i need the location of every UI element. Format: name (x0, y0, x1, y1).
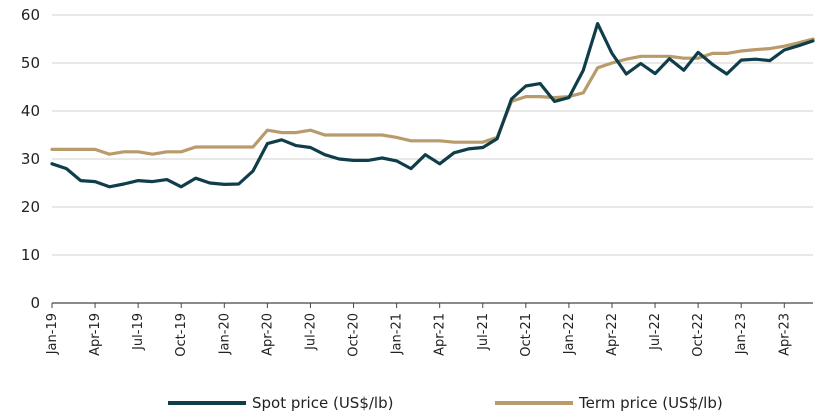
x-tick-label: Apr-21 (433, 313, 448, 356)
x-tick-label: Oct-21 (519, 313, 534, 357)
legend-label: Spot price (US$/lb) (252, 394, 393, 412)
y-tick-label: 10 (21, 246, 40, 264)
x-tick-label: Oct-22 (691, 313, 706, 357)
x-tick-label: Apr-19 (88, 313, 103, 356)
x-tick-label: Jan-19 (45, 313, 60, 355)
x-tick-label: Apr-23 (777, 313, 792, 356)
x-tick-label: Apr-22 (605, 313, 620, 356)
y-tick-label: 20 (21, 198, 40, 216)
x-tick-label: Jan-22 (562, 313, 577, 355)
x-tick-label: Oct-20 (347, 313, 362, 357)
series-line-spot (50, 22, 815, 189)
x-tick-label: Jul-20 (303, 313, 318, 351)
y-axis-ticks: 0 10 20 30 40 50 60 (21, 6, 40, 312)
x-tick-label: Jul-21 (476, 313, 491, 351)
x-axis-ticks: Jan-19 Apr-19 Jul-19 Oct-19 Jan-20 Apr-20 Jul-… (45, 303, 792, 357)
x-tick-label: Jan-23 (734, 313, 749, 355)
x-tick-label: Apr-20 (260, 313, 275, 356)
y-tick-label: 0 (30, 294, 40, 312)
y-tick-label: 30 (21, 150, 40, 168)
y-tick-label: 50 (21, 54, 40, 72)
x-tick-label: Jan-20 (217, 313, 232, 355)
legend-label: Term price (US$/lb) (578, 394, 723, 412)
x-tick-label: Jul-22 (648, 313, 663, 351)
x-tick-label: Oct-19 (174, 313, 189, 357)
legend: Spot price (US$/lb) Term price (US$/lb) (168, 394, 723, 412)
series-line-term (50, 37, 815, 156)
x-tick-label: Jan-21 (390, 313, 405, 355)
x-tick-label: Jul-19 (131, 313, 146, 351)
y-tick-label: 40 (21, 102, 40, 120)
y-tick-label: 60 (21, 6, 40, 24)
series-lines (50, 22, 815, 189)
